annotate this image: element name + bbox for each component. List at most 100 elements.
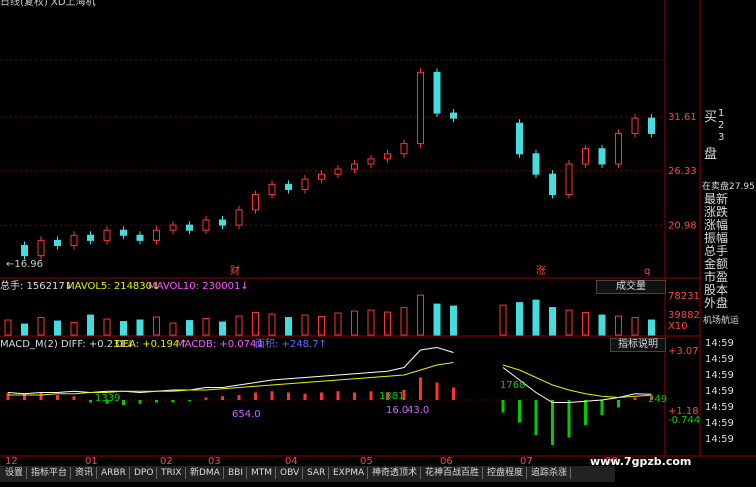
volume-bar <box>169 322 177 336</box>
macd-note: 249 <box>648 394 668 405</box>
volume-bar <box>384 311 391 336</box>
y-tick-label: 78231 <box>668 291 700 302</box>
marker: 涨 <box>536 266 546 277</box>
candle <box>318 173 325 180</box>
candle <box>615 132 622 165</box>
volume-bar <box>565 309 573 336</box>
toolbar-tab[interactable]: 新DMA <box>187 467 224 479</box>
volume-bar <box>549 307 556 336</box>
field-label: 最新 <box>704 192 729 206</box>
candle <box>202 219 210 231</box>
time: 14:59 <box>705 338 734 349</box>
candle <box>433 71 441 114</box>
macd-note: 16.0 <box>386 405 409 416</box>
macd-header: 面积: +248.7↑ <box>255 339 327 350</box>
toolbar-tab[interactable]: DPO <box>131 467 158 479</box>
macd-note: 1381 <box>379 391 405 402</box>
field-label: 总手 <box>704 244 729 258</box>
y-tick-label: 26.33 <box>668 166 697 177</box>
volume-bar <box>615 315 622 336</box>
volume-bar <box>417 294 424 336</box>
candle <box>21 244 28 257</box>
volume-bar <box>450 305 457 336</box>
diff-line <box>7 346 652 403</box>
field-label: 涨幅 <box>704 218 729 232</box>
candle <box>219 219 226 226</box>
time: 14:59 <box>705 354 734 365</box>
toolbar-tab[interactable]: SAR <box>304 467 330 479</box>
macd-button[interactable]: 指标说明 <box>610 338 666 352</box>
toolbar-tab[interactable]: 指标平台 <box>28 467 72 479</box>
toolbar-tab[interactable]: OBV <box>277 467 304 479</box>
volume-bar <box>103 318 111 336</box>
x-label: 12 <box>5 456 18 467</box>
candle <box>186 224 193 231</box>
low-label: ←16.96 <box>6 259 44 270</box>
macd-header: MACDB: +0.074↓ <box>176 339 265 350</box>
candle <box>565 163 573 196</box>
vol-header: MAVOL5: 214830↓ <box>66 281 161 292</box>
time: 14:59 <box>705 402 734 413</box>
toolbar-tab[interactable]: EXPMA <box>330 467 369 479</box>
macd-note: 43.0 <box>407 405 430 416</box>
toolbar-tab[interactable]: 花神百战百胜 <box>422 467 484 479</box>
x-label: 05 <box>360 456 373 467</box>
candle <box>351 163 358 170</box>
sector: 机场航运 <box>703 316 740 326</box>
volume-bar <box>202 318 210 336</box>
toolbar-tab[interactable]: MTM <box>248 467 277 479</box>
macd-axis-label: +3.07 <box>668 346 699 357</box>
y-tick-label: 20.98 <box>668 220 697 231</box>
volume-bar <box>252 312 259 336</box>
volume-bar <box>532 299 540 336</box>
candle <box>384 153 391 160</box>
candle <box>532 153 540 175</box>
toolbar-tab[interactable]: 追踪杀涨 <box>528 467 572 479</box>
volume-bar <box>301 314 309 336</box>
volume-bar <box>334 312 342 336</box>
time: 14:59 <box>705 386 734 397</box>
candle <box>120 229 127 236</box>
vol-header: MAVOL10: 230001↓ <box>148 281 249 292</box>
macd-axis-label: -0.744 <box>668 415 701 426</box>
volume-bar <box>70 322 78 336</box>
toolbar-tab[interactable]: 神奇透顶术 <box>369 467 422 479</box>
buy-label: 盘 <box>704 147 718 162</box>
volume-bar <box>219 321 226 336</box>
dea-line <box>8 362 652 399</box>
toolbar-tab[interactable]: BBI <box>225 467 248 479</box>
buy-label: 买 <box>704 110 718 125</box>
toolbar-tab[interactable]: 控盘程度 <box>484 467 528 479</box>
candle <box>334 168 342 175</box>
volume-bar <box>499 304 507 336</box>
candle <box>301 178 309 190</box>
y-tick-label: 39882 <box>668 310 700 321</box>
marker: q <box>644 266 651 277</box>
sell-label: 在卖盘27.95 <box>702 182 755 192</box>
candle <box>235 209 243 226</box>
volume-bar <box>235 315 243 336</box>
volume-bar <box>400 307 408 336</box>
toolbar-tab[interactable]: ARBR <box>98 467 130 479</box>
volume-button[interactable]: 成交量 <box>596 280 666 294</box>
vol-header: 总手: 156217↓ <box>0 281 74 292</box>
toolbar-tab[interactable]: 资讯 <box>72 467 98 479</box>
field-label: 振幅 <box>704 231 729 245</box>
vol-unit: X10 <box>668 321 688 332</box>
candle <box>54 239 61 246</box>
candle <box>169 224 177 231</box>
toolbar-tab[interactable]: 设置 <box>2 467 28 479</box>
volume-bar <box>367 309 375 336</box>
x-label: 03 <box>208 456 221 467</box>
volume-bar <box>631 317 639 336</box>
candle <box>582 148 589 165</box>
volume-bar <box>433 303 441 336</box>
field-label: 市盈 <box>704 270 729 284</box>
candle <box>516 122 523 155</box>
volume-bar <box>153 316 160 336</box>
candle <box>153 229 160 241</box>
time: 14:59 <box>705 434 734 445</box>
x-label: 07 <box>520 456 533 467</box>
toolbar-tab[interactable]: TRIX <box>158 467 186 479</box>
